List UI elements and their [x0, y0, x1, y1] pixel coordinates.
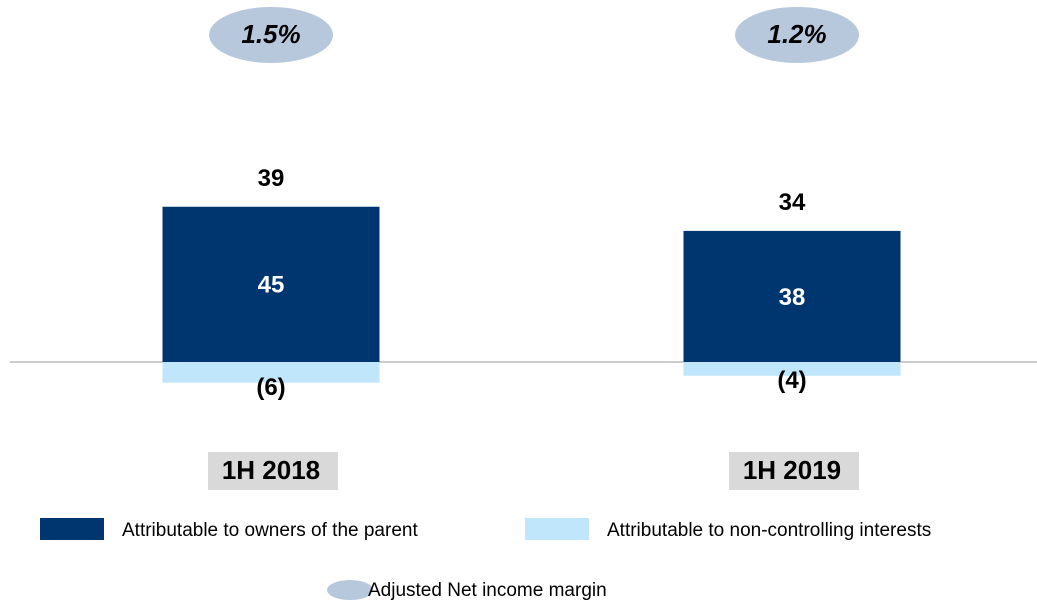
bar-segment — [683, 230, 901, 362]
margin-label: 1.5% — [241, 19, 300, 49]
total-label: 39 — [258, 165, 285, 192]
bar-segment — [683, 362, 901, 376]
segment-label: 45 — [258, 272, 285, 299]
segment-label: 38 — [779, 284, 806, 311]
legend-swatch — [327, 580, 373, 600]
legend-label: Attributable to owners of the parent — [122, 520, 418, 541]
legend-swatch — [525, 518, 589, 540]
margin-bubble — [735, 7, 859, 63]
legend-label: Attributable to non-controlling interest… — [607, 520, 931, 541]
segment-label: (6) — [256, 374, 285, 401]
margin-label: 1.2% — [767, 19, 826, 49]
bar-segment — [162, 206, 380, 362]
category-box — [208, 452, 338, 490]
bar-segment — [162, 362, 380, 383]
margin-bubble — [209, 7, 333, 63]
category-box — [729, 452, 859, 490]
total-label: 34 — [779, 189, 806, 216]
legend-label: Adjusted Net income margin — [368, 580, 607, 601]
segment-label: (4) — [777, 367, 806, 394]
category-label: 1H 2019 — [743, 455, 841, 485]
legend-swatch — [40, 518, 104, 540]
category-label: 1H 2018 — [222, 455, 320, 485]
